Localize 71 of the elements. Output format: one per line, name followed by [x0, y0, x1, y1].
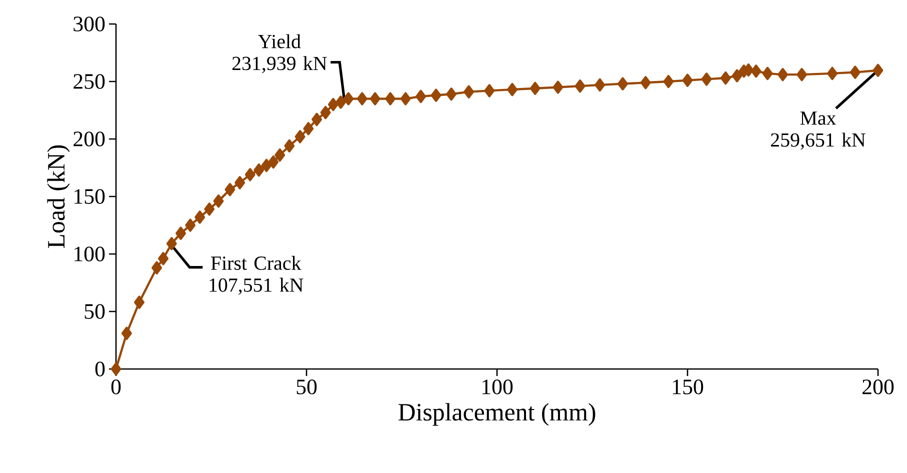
point: [274, 148, 286, 162]
point: [244, 168, 256, 182]
point: [268, 155, 279, 169]
point: [294, 130, 306, 144]
point: [261, 158, 272, 172]
point: [663, 74, 674, 88]
point: [234, 176, 246, 190]
point: [336, 96, 346, 109]
point: [732, 69, 742, 82]
point: [254, 163, 264, 177]
point: [166, 237, 177, 250]
annotation: Yield 231,939 kN: [232, 34, 327, 74]
point: [303, 122, 314, 136]
y-axis-title: Load (kN): [47, 145, 70, 248]
point: [320, 106, 331, 120]
point: [446, 88, 457, 101]
point: [385, 92, 396, 106]
y-tick-label: 150: [74, 189, 105, 204]
point: [224, 182, 236, 196]
x-tick-label: 150: [672, 380, 704, 394]
point: [110, 362, 122, 376]
point: [701, 72, 712, 86]
y-tick-label: 200: [74, 132, 105, 146]
point: [356, 92, 368, 106]
point: [158, 252, 168, 266]
x-tick-label: 200: [862, 380, 894, 394]
point: [484, 84, 495, 98]
point: [594, 78, 606, 92]
point: [194, 210, 206, 224]
point: [720, 71, 731, 85]
point: [152, 261, 162, 274]
point: [185, 218, 196, 232]
annotation: Max 259,651 kN: [771, 112, 866, 150]
point: [682, 74, 693, 87]
y-tick-label: 50: [84, 304, 105, 319]
point: [530, 82, 540, 95]
x-tick-label: 100: [482, 380, 513, 394]
point: [176, 226, 186, 240]
point: [121, 326, 132, 340]
point: [312, 112, 322, 126]
point: [640, 76, 651, 90]
point: [552, 80, 564, 94]
x-tick-label: 50: [296, 380, 317, 394]
y-tick-label: 300: [74, 16, 105, 32]
point: [416, 90, 426, 104]
point: [204, 202, 215, 216]
point: [507, 82, 518, 96]
y-tick-label: 250: [74, 74, 105, 89]
point: [400, 92, 411, 106]
point: [618, 77, 628, 90]
point: [134, 296, 144, 309]
point: [796, 68, 808, 82]
point: [464, 85, 474, 98]
point: [872, 64, 884, 77]
point: [213, 194, 224, 208]
point: [343, 92, 354, 106]
point: [328, 98, 338, 112]
point: [827, 66, 838, 80]
point: [370, 92, 380, 106]
y-tick-label: 0: [95, 362, 105, 376]
x-axis-title: Displacement (mm): [398, 403, 596, 426]
point: [778, 68, 788, 82]
point: [750, 64, 762, 78]
point: [430, 88, 442, 102]
point: [574, 79, 586, 93]
point: [762, 66, 773, 80]
x-tick-label: 0: [111, 380, 121, 394]
point: [850, 66, 860, 79]
annotation: First Crack 107,551 kN: [210, 256, 304, 295]
point: [284, 139, 295, 152]
y-tick-label: 100: [74, 246, 105, 262]
